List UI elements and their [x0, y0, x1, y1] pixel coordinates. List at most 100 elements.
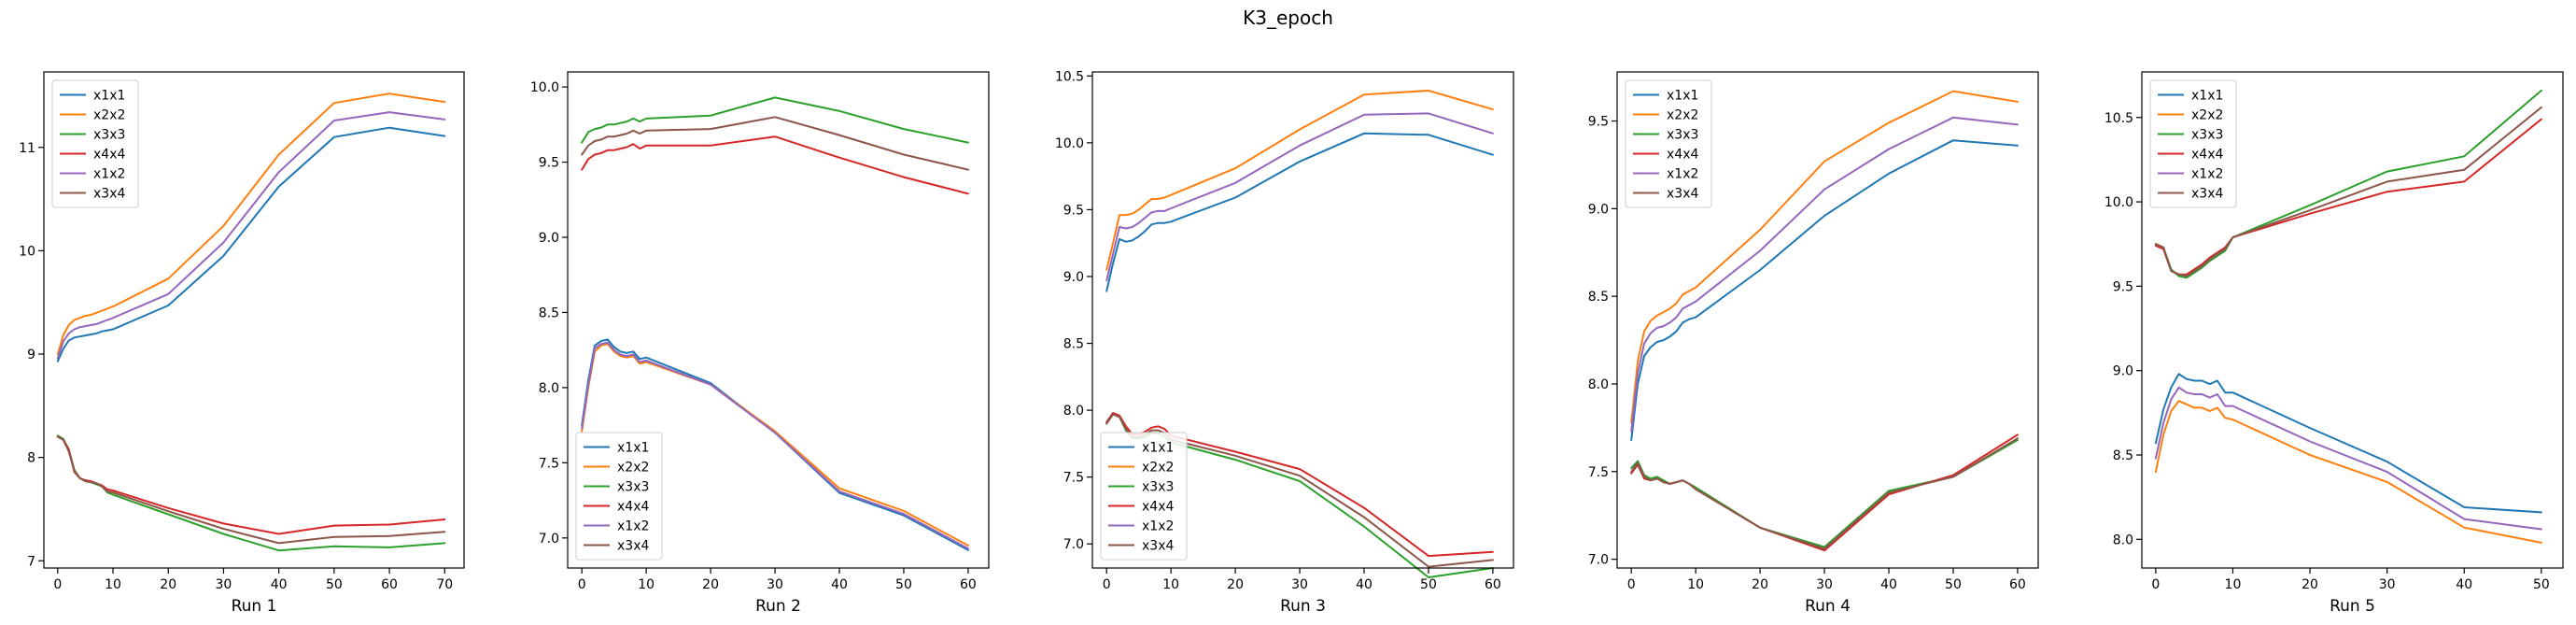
series-line-x1x1 — [2154, 373, 2542, 514]
legend-label-x3x3: x3x3 — [617, 480, 649, 495]
series-line-x1x1 — [56, 126, 446, 362]
y-tick-label: 7.0 — [1588, 553, 1609, 568]
legend-label-x1x2: x1x2 — [1667, 167, 1698, 182]
y-tick-label: 10.5 — [1055, 69, 1084, 84]
series-line-x3x4 — [1630, 437, 2019, 550]
y-tick-label: 9.0 — [2113, 364, 2133, 379]
series-line-x3x4 — [1105, 413, 1494, 568]
x-axis-label: Run 1 — [232, 597, 277, 616]
x-tick-label: 10 — [1687, 577, 1704, 592]
x-tick-label: 60 — [2009, 577, 2026, 592]
x-tick-label: 20 — [160, 577, 176, 592]
x-tick-label: 0 — [1103, 577, 1111, 592]
x-tick-label: 30 — [216, 577, 232, 592]
chart-panel-2: 0 10 20 30 40 50 60 7.0 7.5 8.0 8.5 9.0 9.5 10.0 Run 2… — [530, 71, 990, 616]
series-line-x2x2 — [1105, 90, 1494, 271]
series-line-x3x4 — [2154, 106, 2542, 277]
x-tick-label: 20 — [2302, 577, 2318, 592]
y-tick-label: 9.5 — [1588, 115, 1609, 130]
x-tick-label: 10 — [2225, 577, 2242, 592]
y-tick-label: 9.5 — [2113, 279, 2133, 294]
y-tick-label: 9.5 — [1063, 203, 1084, 218]
series-line-x1x2 — [1630, 116, 2019, 433]
x-tick-label: 50 — [895, 577, 912, 592]
y-tick-label: 7.0 — [1063, 537, 1084, 552]
y-tick-label: 8.5 — [1063, 337, 1084, 352]
x-tick-label: 10 — [638, 577, 655, 592]
x-tick-label: 50 — [2533, 577, 2550, 592]
y-tick-label: 8.5 — [539, 305, 559, 320]
series-line-x1x1 — [1630, 139, 2019, 441]
legend-label-x3x3: x3x3 — [1667, 128, 1698, 143]
y-tick-label: 11 — [19, 141, 35, 156]
legend-label-x4x4: x4x4 — [617, 500, 649, 515]
x-tick-label: 10 — [1162, 577, 1179, 592]
series-line-x2x2 — [2154, 400, 2542, 544]
x-axis-label: Run 4 — [1805, 597, 1851, 616]
legend-box — [51, 79, 139, 208]
y-tick-label: 7 — [27, 554, 35, 569]
x-tick-label: 50 — [326, 577, 343, 592]
legend: x1x1 x2x2 x3x3 x4x4 x1x2 x3x4 — [1625, 79, 1712, 208]
legend-label-x1x1: x1x1 — [1667, 89, 1698, 104]
axes-frame — [567, 71, 990, 569]
x-tick-label: 20 — [1752, 577, 1768, 592]
y-tick-label: 9.0 — [539, 231, 559, 246]
series-line-x1x2 — [2154, 386, 2542, 531]
y-tick-label: 7.0 — [539, 532, 559, 547]
series-line-x3x4 — [581, 116, 969, 171]
x-tick-label: 40 — [2456, 577, 2472, 592]
series-line-x2x2 — [56, 92, 446, 355]
chart-panel-4: 0 10 20 30 40 50 60 7.0 7.5 8.0 8.5 9.0 9.5 Run 4 x1x1… — [1588, 71, 2039, 616]
legend-box — [1100, 432, 1188, 561]
series-line-x1x1 — [1105, 132, 1494, 292]
y-tick-label: 8.0 — [1063, 404, 1084, 419]
x-tick-label: 60 — [381, 577, 398, 592]
y-tick-label: 8 — [27, 451, 35, 466]
x-tick-label: 0 — [578, 577, 586, 592]
axes-frame — [1616, 71, 2039, 569]
y-tick-label: 9.0 — [1588, 202, 1609, 217]
series-line-x4x4 — [1105, 412, 1494, 558]
x-tick-label: 0 — [53, 577, 62, 592]
legend-label-x4x4: x4x4 — [2191, 148, 2223, 163]
x-tick-label: 40 — [271, 577, 288, 592]
legend-label-x3x4: x3x4 — [1667, 187, 1698, 202]
x-tick-label: 30 — [1816, 577, 1833, 592]
y-tick-label: 8.0 — [2113, 533, 2133, 547]
series-line-x3x4 — [56, 435, 446, 545]
legend: x1x1 x2x2 x3x3 x4x4 x1x2 x3x4 — [51, 79, 139, 208]
y-tick-label: 10.0 — [1055, 136, 1084, 151]
legend-label-x4x4: x4x4 — [1142, 500, 1174, 515]
axes-frame — [2141, 71, 2564, 569]
series-line-x2x2 — [1630, 90, 2019, 424]
legend-label-x1x2: x1x2 — [617, 519, 649, 534]
series-line-x3x3 — [581, 96, 969, 144]
y-tick-label: 10.0 — [530, 80, 559, 95]
legend-label-x1x2: x1x2 — [93, 167, 125, 182]
axes-frame — [43, 71, 465, 569]
x-axis-label: Run 5 — [2330, 597, 2375, 616]
legend-label-x1x2: x1x2 — [2191, 167, 2223, 182]
x-tick-label: 40 — [1880, 577, 1897, 592]
legend-label-x2x2: x2x2 — [2191, 108, 2223, 123]
x-tick-label: 50 — [1945, 577, 1962, 592]
series-line-x1x2 — [1105, 112, 1494, 282]
legend-label-x3x3: x3x3 — [93, 128, 125, 143]
y-tick-label: 7.5 — [539, 456, 559, 471]
x-tick-label: 0 — [1627, 577, 1636, 592]
x-tick-label: 40 — [831, 577, 848, 592]
legend-label-x3x4: x3x4 — [1142, 539, 1174, 554]
figure-title: K3_epoch — [1243, 7, 1333, 29]
legend-label-x3x4: x3x4 — [93, 187, 125, 202]
legend-label-x1x1: x1x1 — [617, 441, 649, 456]
legend-box — [575, 432, 663, 561]
axes-frame — [1091, 71, 1514, 569]
legend-label-x1x1: x1x1 — [1142, 441, 1174, 456]
y-tick-label: 10.5 — [2104, 111, 2133, 126]
x-tick-label: 30 — [1291, 577, 1308, 592]
x-tick-label: 20 — [1227, 577, 1244, 592]
x-tick-label: 30 — [2379, 577, 2396, 592]
